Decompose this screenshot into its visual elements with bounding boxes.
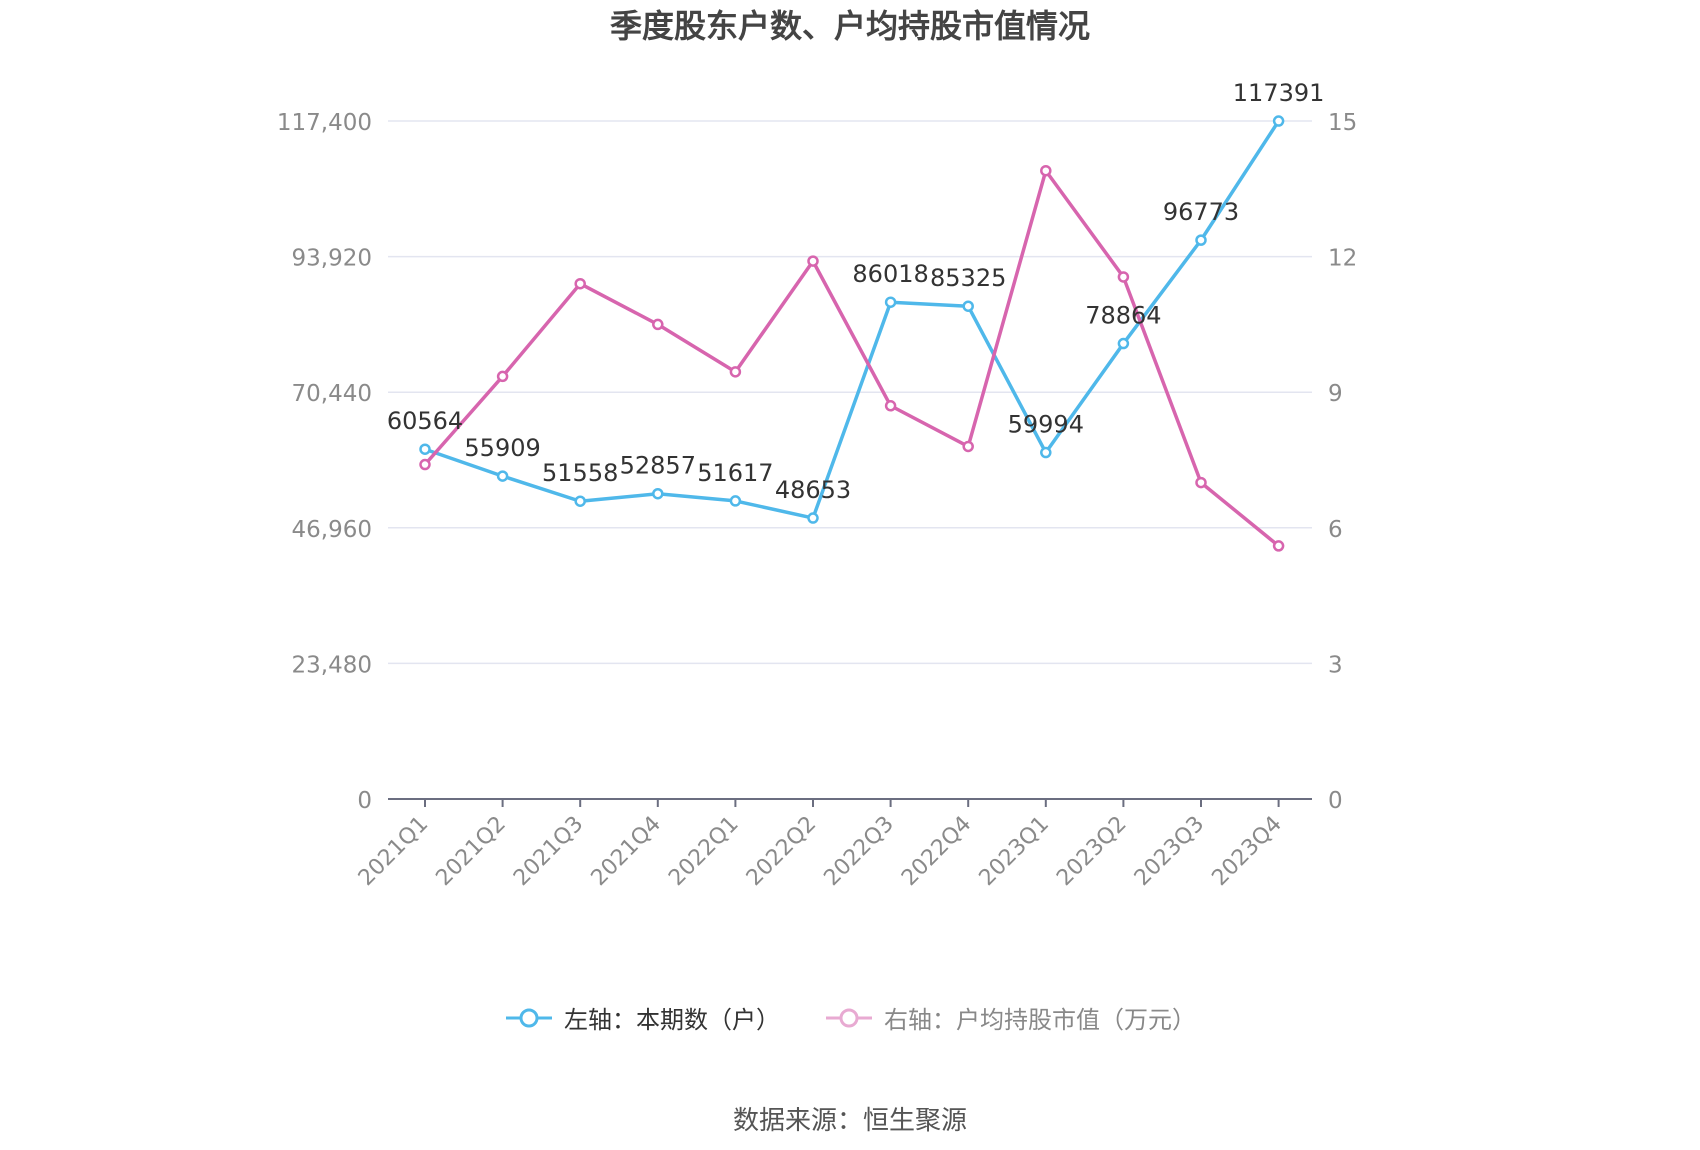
data-point-avg-market-value[interactable] — [419, 458, 431, 471]
right-axis-tick-label: 15 — [1328, 110, 1357, 136]
legend-marker-left-icon — [506, 1008, 552, 1027]
data-point-shareholders[interactable] — [496, 470, 509, 482]
data-point-avg-market-value[interactable] — [729, 366, 742, 378]
data-point-avg-market-value[interactable] — [1195, 476, 1207, 489]
series-line-shareholders — [424, 120, 1281, 520]
data-point-shareholders[interactable] — [884, 296, 897, 308]
legend-item-right-series[interactable]: 右轴：户均持股市值（万元） — [824, 1000, 1196, 1035]
right-axis-tick-label: 9 — [1328, 381, 1343, 407]
data-point-shareholders[interactable] — [1272, 115, 1285, 127]
data-label-shareholders: 117391 — [1233, 79, 1325, 107]
data-label-shareholders: 60564 — [387, 407, 463, 435]
chart-title: 季度股东户数、户均持股市值情况 — [609, 7, 1090, 45]
data-label-shareholders: 78864 — [1085, 302, 1161, 330]
data-label-shareholders: 48653 — [775, 476, 851, 504]
data-label-shareholders: 59994 — [1008, 411, 1084, 439]
data-point-shareholders[interactable] — [962, 300, 974, 312]
data-point-shareholders[interactable] — [1040, 446, 1052, 459]
x-axis-category-label: 2021Q3 — [509, 812, 588, 891]
data-label-shareholders: 96773 — [1163, 198, 1239, 226]
x-axis-category-label: 2022Q4 — [897, 812, 976, 891]
x-axis-category-label: 2023Q1 — [975, 812, 1054, 891]
right-axis-tick-label: 6 — [1328, 517, 1343, 543]
data-point-shareholders[interactable] — [807, 512, 819, 524]
left-axis-tick-label: 0 — [357, 788, 372, 814]
data-point-shareholders[interactable] — [1117, 337, 1130, 350]
data-point-avg-market-value[interactable] — [807, 255, 819, 267]
left-axis-tick-label: 117,400 — [277, 110, 372, 136]
legend-label-left: 左轴：本期数（户） — [564, 1006, 780, 1034]
right-axis-tick-label: 3 — [1328, 652, 1343, 678]
x-axis-category-label: 2021Q2 — [431, 812, 510, 891]
series-line-avg-market-value — [423, 168, 1280, 548]
x-axis-category-label: 2022Q3 — [819, 812, 898, 891]
data-point-shareholders[interactable] — [574, 495, 586, 507]
x-axis-category-label: 2021Q4 — [587, 812, 666, 891]
legend-item-left-series[interactable]: 左轴：本期数（户） — [504, 1000, 780, 1035]
data-label-shareholders: 86018 — [852, 260, 928, 288]
right-axis-tick-label: 0 — [1328, 788, 1343, 814]
legend-label-right: 右轴：户均持股市值（万元） — [884, 1006, 1196, 1034]
data-point-avg-market-value[interactable] — [962, 440, 974, 453]
data-point-shareholders[interactable] — [729, 495, 742, 507]
data-label-shareholders: 52857 — [620, 452, 696, 480]
x-axis-category-label: 2021Q1 — [354, 812, 433, 891]
data-point-avg-market-value[interactable] — [652, 318, 664, 331]
left-axis-tick-label: 23,480 — [292, 652, 372, 678]
data-point-shareholders[interactable] — [1195, 234, 1207, 246]
data-label-shareholders: 85325 — [930, 264, 1006, 292]
grid-lines — [388, 120, 1312, 665]
legend-marker-right-icon — [826, 1008, 872, 1027]
left-axis-tick-label: 46,960 — [292, 517, 372, 543]
data-label-shareholders: 51617 — [697, 459, 773, 487]
series-lines — [419, 115, 1285, 552]
x-axis-category-label: 2022Q2 — [742, 812, 821, 891]
data-point-shareholders[interactable] — [652, 487, 664, 500]
data-point-avg-market-value[interactable] — [1040, 164, 1052, 177]
legend: 左轴：本期数（户） 右轴：户均持股市值（万元） — [0, 1000, 1700, 1035]
x-axis-category-label: 2023Q3 — [1130, 812, 1209, 891]
data-point-avg-market-value[interactable] — [496, 370, 509, 383]
data-point-avg-market-value[interactable] — [1272, 540, 1285, 552]
data-point-shareholders[interactable] — [419, 443, 431, 455]
left-axis-tick-label: 70,440 — [292, 381, 372, 407]
data-point-avg-market-value[interactable] — [1117, 271, 1130, 283]
data-point-avg-market-value[interactable] — [884, 400, 897, 412]
data-label-shareholders: 55909 — [464, 434, 540, 462]
x-axis-category-label: 2022Q1 — [664, 812, 743, 891]
data-label-shareholders: 51558 — [542, 459, 618, 487]
left-axis-tick-label: 93,920 — [292, 246, 372, 272]
x-axis-category-label: 2023Q4 — [1207, 812, 1286, 891]
x-axis-category-label: 2023Q2 — [1052, 812, 1131, 891]
right-axis-tick-label: 12 — [1328, 246, 1357, 272]
data-point-avg-market-value[interactable] — [574, 277, 586, 290]
source-note: 数据来源：恒生聚源 — [732, 1106, 967, 1136]
